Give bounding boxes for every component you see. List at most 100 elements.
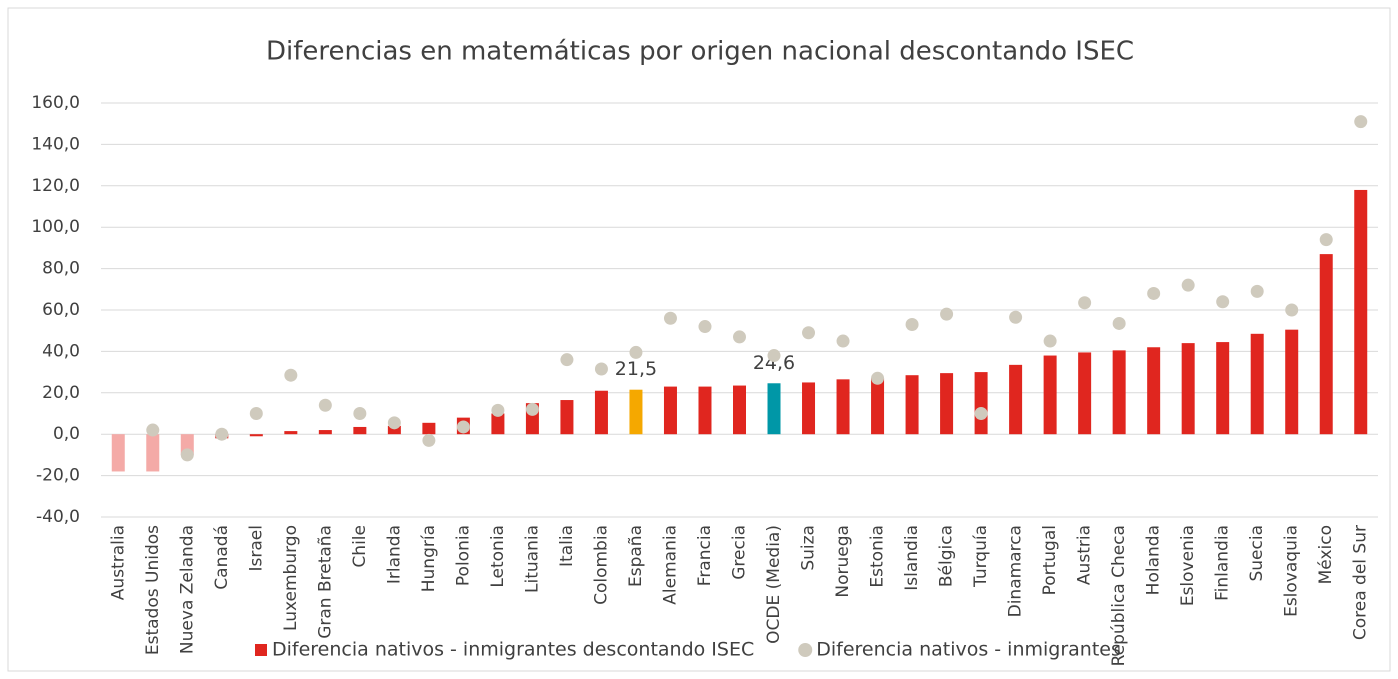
x-tick-label: Noruega xyxy=(833,525,853,598)
chart-border xyxy=(7,7,1391,672)
bar xyxy=(422,422,436,435)
x-tick-label: Suecia xyxy=(1247,525,1267,582)
x-tick-label: Eslovaquia xyxy=(1282,525,1302,617)
x-tick-label: Canadá xyxy=(212,525,232,590)
y-tick-label: 100,0 xyxy=(31,217,80,237)
x-tick-label: OCDE (Media) xyxy=(764,525,784,644)
x-tick-label: Eslovenia xyxy=(1178,525,1198,606)
dot xyxy=(387,416,401,430)
x-tick-label: Austria xyxy=(1075,525,1095,585)
bar xyxy=(663,386,677,435)
bar xyxy=(1250,333,1264,435)
bar xyxy=(1354,189,1368,435)
x-tick-label: Letonia xyxy=(488,525,508,588)
bar xyxy=(1147,347,1161,435)
dot xyxy=(767,349,781,363)
x-tick-label: Suiza xyxy=(799,525,819,571)
dot xyxy=(1285,303,1299,317)
y-tick-label: 40,0 xyxy=(42,341,80,361)
x-tick-label: Dinamarca xyxy=(1006,525,1026,617)
dot xyxy=(560,353,574,367)
x-tick-label: Italia xyxy=(557,525,577,567)
dot xyxy=(318,398,332,412)
bar xyxy=(1216,342,1230,435)
bar xyxy=(111,434,125,472)
legend-label: Diferencia nativos - inmigrantes xyxy=(816,639,1121,661)
dot xyxy=(525,402,539,416)
dot xyxy=(1009,310,1023,324)
y-tick-label: 60,0 xyxy=(42,300,80,320)
x-tick-label: Grecia xyxy=(730,525,750,580)
x-tick-label: Israel xyxy=(246,525,266,571)
x-tick-label: Polonia xyxy=(453,525,473,586)
dot xyxy=(1250,284,1264,298)
x-tick-label: Bélgica xyxy=(937,525,957,587)
bar xyxy=(698,386,712,435)
dot xyxy=(905,317,919,331)
dot xyxy=(456,420,470,434)
dot xyxy=(974,407,988,420)
dot xyxy=(1043,334,1057,348)
x-tick-label: Francia xyxy=(695,525,715,586)
x-tick-label: Luxemburgo xyxy=(281,525,301,631)
bar xyxy=(836,379,850,435)
x-tick-label: Hungría xyxy=(419,525,439,592)
dot xyxy=(249,407,263,420)
bar xyxy=(1043,355,1057,435)
dot xyxy=(629,345,643,359)
dot xyxy=(353,407,367,420)
y-tick-label: 160,0 xyxy=(31,93,80,113)
bar xyxy=(491,413,505,435)
x-tick-label: Colombia xyxy=(591,525,611,605)
dot xyxy=(1078,296,1092,310)
dot xyxy=(1354,115,1368,129)
bar xyxy=(387,425,401,435)
x-tick-label: México xyxy=(1316,525,1336,584)
legend-swatch xyxy=(255,644,267,656)
x-tick-label: Australia xyxy=(108,525,128,600)
x-tick-label: Corea del Sur xyxy=(1351,525,1371,640)
y-tick-label: 120,0 xyxy=(31,176,80,196)
bar xyxy=(146,434,160,472)
dot xyxy=(491,403,505,417)
bar xyxy=(1009,364,1023,435)
dot xyxy=(698,320,712,334)
bar xyxy=(802,382,816,435)
x-tick-label: Chile xyxy=(350,525,370,568)
bar xyxy=(249,434,263,437)
data-label: 21,5 xyxy=(615,358,657,380)
dot xyxy=(594,362,608,376)
bar xyxy=(1181,343,1195,435)
bar xyxy=(560,400,574,435)
bar xyxy=(905,375,919,435)
bar xyxy=(940,373,954,435)
chart-title: Diferencias en matemáticas por origen na… xyxy=(266,37,1134,67)
x-tick-label: República Checa xyxy=(1109,525,1129,666)
bar xyxy=(1319,254,1333,435)
data-label: 24,6 xyxy=(753,352,795,374)
bar xyxy=(318,430,332,435)
bar xyxy=(871,378,885,435)
x-tick-label: Irlanda xyxy=(384,525,404,584)
bar xyxy=(353,426,367,435)
dot xyxy=(180,448,194,462)
bar xyxy=(284,431,298,435)
legend-swatch xyxy=(798,643,813,657)
x-tick-label: Islandia xyxy=(902,525,922,591)
dot xyxy=(663,311,677,325)
x-tick-label: Estonia xyxy=(868,525,888,588)
bar xyxy=(733,385,746,435)
bar xyxy=(974,372,988,435)
y-tick-label: 140,0 xyxy=(31,134,80,154)
dot xyxy=(215,427,229,441)
x-tick-label: Gran Bretaña xyxy=(315,525,335,639)
x-tick-label: Portugal xyxy=(1040,525,1060,595)
dot xyxy=(871,371,885,385)
y-tick-label: -40,0 xyxy=(36,507,80,527)
dot xyxy=(1112,316,1126,330)
legend-label: Diferencia nativos - inmigrantes descont… xyxy=(272,639,754,661)
x-tick-label: Finlandia xyxy=(1213,525,1233,601)
y-tick-label: 80,0 xyxy=(42,259,80,279)
dot xyxy=(802,326,816,340)
